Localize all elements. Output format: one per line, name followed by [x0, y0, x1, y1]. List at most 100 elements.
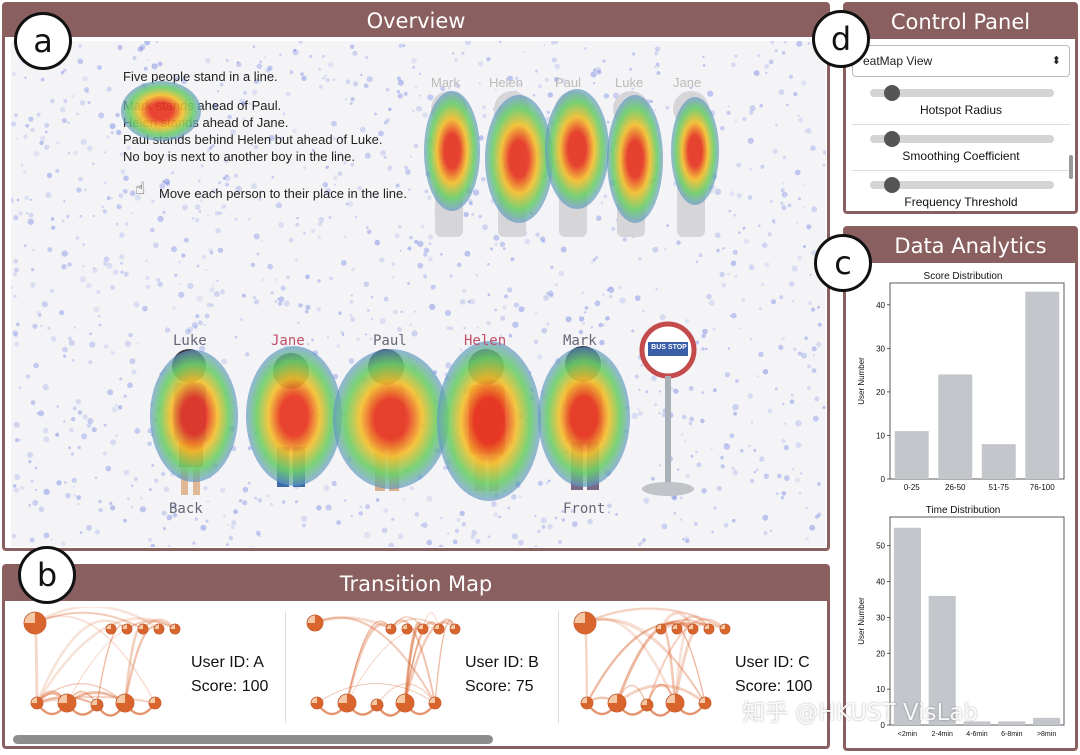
- gaze-point: [619, 297, 626, 304]
- gaze-point: [25, 374, 31, 379]
- gaze-point: [494, 88, 497, 91]
- view-select[interactable]: eatMap View ⬍: [852, 45, 1070, 77]
- gaze-point: [350, 162, 355, 167]
- gaze-point: [86, 525, 92, 531]
- gaze-point: [93, 306, 100, 313]
- gaze-point: [407, 246, 412, 251]
- transition-graph-b[interactable]: [295, 607, 465, 729]
- gaze-point: [605, 316, 610, 321]
- gaze-point: [404, 165, 408, 170]
- transition-scrollbar[interactable]: [13, 735, 493, 744]
- gaze-point: [82, 75, 88, 82]
- gaze-point: [798, 491, 802, 495]
- gaze-point: [554, 77, 559, 82]
- slider-smoothing-coefficient[interactable]: Smoothing Coefficient: [852, 125, 1070, 171]
- gaze-point: [534, 545, 538, 547]
- gaze-point: [736, 162, 742, 168]
- score-distribution-svg: Score Distribution 0 10 20 30 40 User Number 0-…: [857, 271, 1065, 492]
- transition-node-pie: [106, 624, 116, 634]
- gaze-point: [87, 101, 91, 105]
- slider-frequency-threshold[interactable]: Frequency Threshold: [852, 171, 1070, 217]
- gaze-point: [817, 512, 822, 517]
- gaze-point: [79, 531, 83, 534]
- gaze-point: [163, 178, 170, 185]
- gaze-point: [120, 270, 124, 274]
- gaze-point: [107, 389, 114, 396]
- gaze-point: [534, 515, 537, 518]
- transition-map-panel: Transition Map User ID: A Score: 100 Use…: [2, 564, 830, 749]
- gaze-point: [222, 176, 226, 180]
- slider-track[interactable]: [870, 135, 1054, 143]
- gaze-point: [200, 194, 205, 199]
- gaze-point: [11, 197, 14, 203]
- gaze-point: [194, 217, 200, 223]
- control-scrollbar[interactable]: [1069, 155, 1073, 179]
- transition-edge: [36, 695, 156, 705]
- gaze-point: [224, 175, 231, 182]
- gaze-point: [301, 515, 308, 523]
- gaze-point: [499, 241, 506, 247]
- transition-graph-a[interactable]: [15, 607, 185, 729]
- gaze-point: [383, 120, 388, 125]
- gaze-point: [454, 528, 460, 534]
- gaze-point: [806, 224, 812, 230]
- transition-edge: [584, 607, 726, 631]
- gaze-point: [750, 420, 754, 424]
- gaze-point: [94, 529, 100, 535]
- gaze-point: [350, 317, 356, 322]
- gaze-point: [761, 282, 765, 287]
- gaze-point: [532, 94, 536, 97]
- gaze-point: [418, 72, 422, 75]
- gaze-point: [775, 492, 779, 495]
- gaze-point: [541, 239, 546, 244]
- overview-stage[interactable]: Five people stand in a line. Mark stands…: [11, 41, 826, 547]
- overview-panel: Overview Five people stand in a line. Ma…: [2, 2, 830, 551]
- gaze-point: [318, 67, 322, 71]
- gaze-point: [120, 169, 126, 175]
- slider-track[interactable]: [870, 89, 1054, 97]
- gaze-point: [215, 227, 221, 234]
- gaze-point: [343, 161, 347, 165]
- gaze-point: [486, 321, 491, 326]
- gaze-point: [86, 423, 92, 428]
- gaze-point: [679, 496, 683, 500]
- gaze-point: [381, 527, 388, 534]
- gaze-point: [578, 316, 585, 322]
- gaze-point: [696, 462, 702, 468]
- slider-thumb[interactable]: [884, 85, 901, 101]
- score-distribution-chart: Score Distribution 0 10 20 30 40 User Number 0-…: [854, 269, 1072, 501]
- gaze-point: [63, 68, 67, 73]
- gaze-point: [397, 533, 404, 540]
- transition-node-pie: [672, 624, 682, 634]
- gaze-point: [637, 411, 643, 417]
- gaze-point: [162, 180, 166, 184]
- gaze-point: [748, 264, 755, 271]
- slider-track[interactable]: [870, 181, 1054, 189]
- gaze-point: [364, 532, 371, 539]
- gaze-point: [480, 177, 486, 182]
- transition-edge: [34, 615, 156, 704]
- gaze-point: [360, 73, 363, 77]
- gaze-point: [286, 275, 290, 279]
- slider-thumb[interactable]: [884, 131, 901, 147]
- slider-hotspot-radius[interactable]: Hotspot Radius: [852, 79, 1070, 125]
- bar-51-75: [981, 444, 1016, 479]
- gaze-point: [327, 62, 334, 68]
- gaze-point: [252, 89, 258, 96]
- gaze-point: [65, 493, 71, 499]
- gaze-point: [707, 90, 714, 97]
- gaze-point: [234, 173, 239, 178]
- gaze-point: [734, 54, 738, 58]
- transition-graph-c[interactable]: [565, 607, 735, 729]
- gaze-point: [248, 124, 251, 127]
- gaze-point: [163, 527, 166, 530]
- gaze-point: [179, 338, 185, 343]
- gaze-point: [352, 81, 359, 87]
- gaze-point: [122, 188, 128, 194]
- gaze-point: [73, 494, 76, 497]
- slider-thumb[interactable]: [884, 177, 901, 193]
- gaze-point: [414, 512, 420, 517]
- gaze-point: [511, 494, 517, 500]
- gaze-point: [119, 232, 125, 238]
- gaze-point: [450, 326, 453, 330]
